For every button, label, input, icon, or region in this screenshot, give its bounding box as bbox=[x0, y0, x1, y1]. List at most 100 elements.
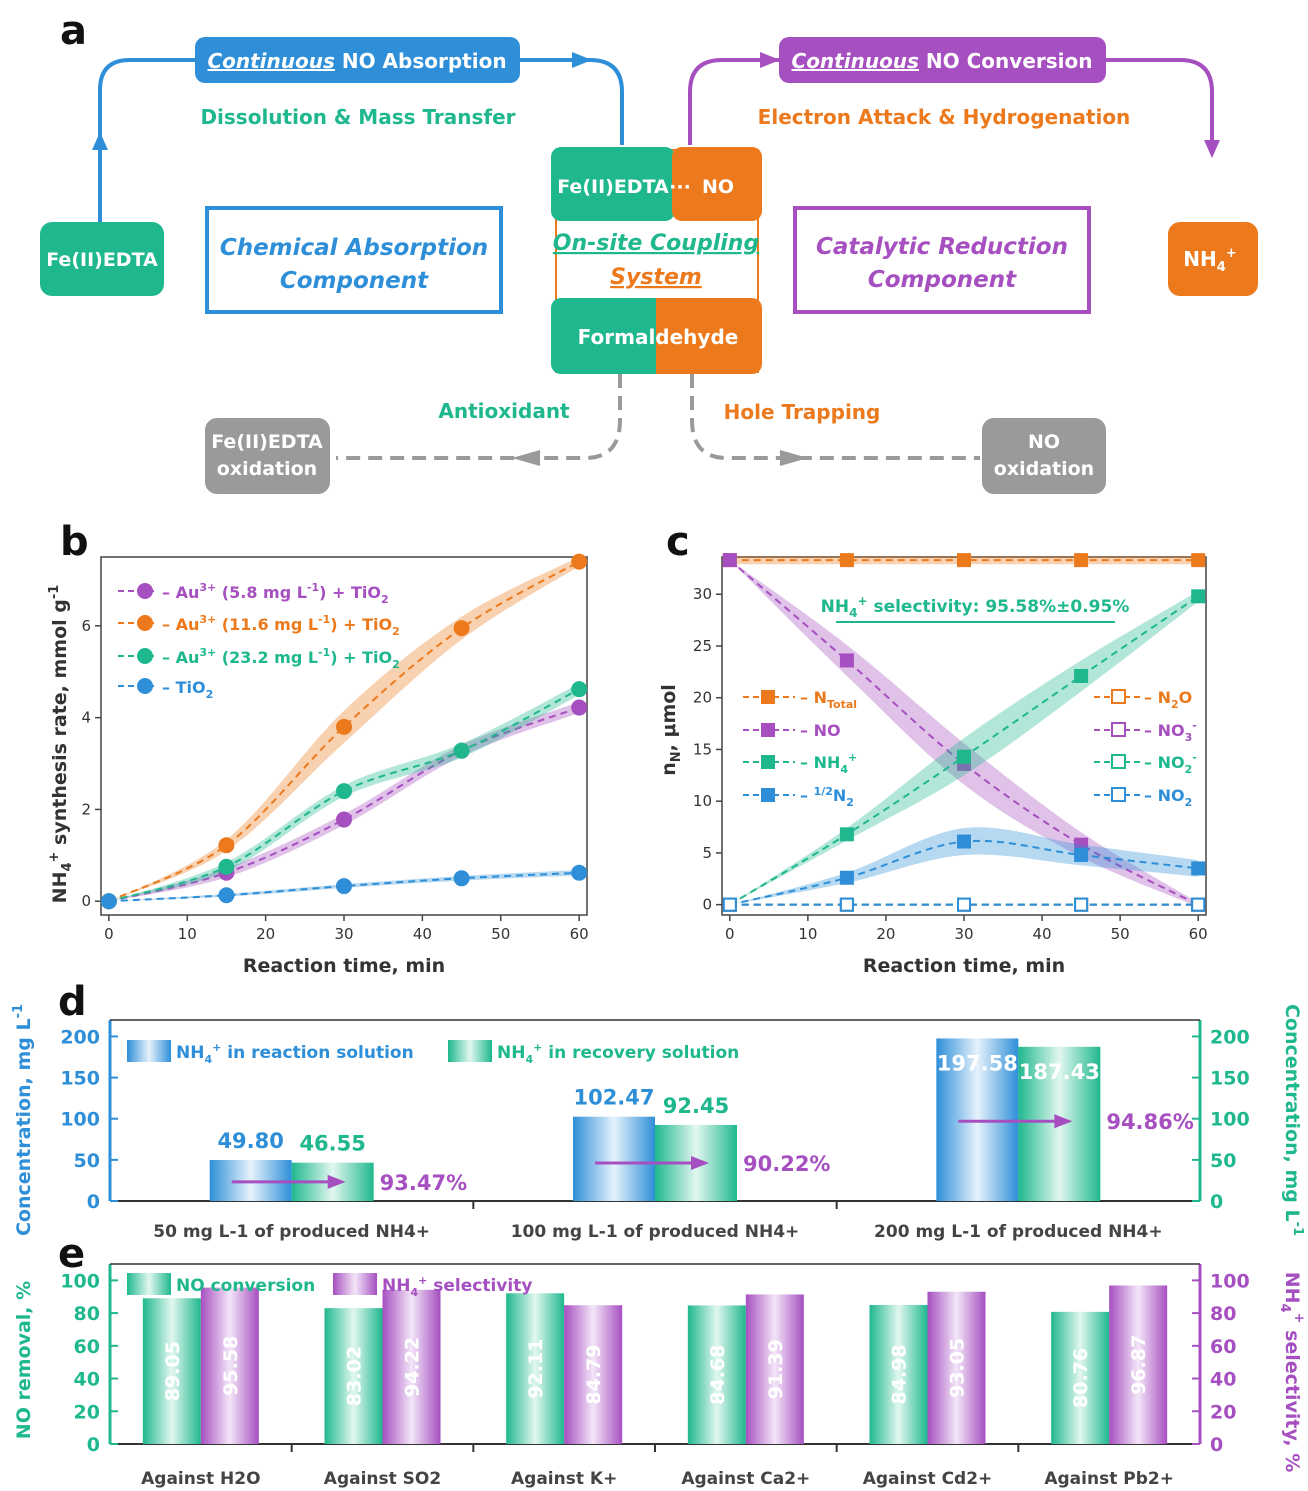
chart-d-ylabel-left: Concentration, mg L-1 bbox=[11, 1004, 35, 1236]
y-tick-label-left: 60 bbox=[74, 1336, 100, 1358]
x-tick-label: 0 bbox=[104, 925, 114, 943]
legend-d-swatch-recovery bbox=[448, 1040, 492, 1062]
y-tick-label-right: 0 bbox=[1210, 1434, 1223, 1456]
panel-d: d 0 0 50 50 100 100 150 150 200 200 49.80 46.55 50 m… bbox=[11, 979, 1305, 1242]
data-point bbox=[1074, 847, 1089, 862]
chemical-absorption-box bbox=[205, 206, 503, 314]
antioxidant-label: Antioxidant bbox=[438, 399, 570, 423]
svg-text:– NTotal: – NTotal bbox=[800, 688, 857, 711]
category-label: Against Ca2+ bbox=[681, 1469, 810, 1489]
y-tick-label: 0 bbox=[702, 896, 712, 914]
y-tick-label-right: 80 bbox=[1210, 1303, 1236, 1325]
legend-b-label: – Au3+ (23.2 mg L-1) + TiO2 bbox=[162, 646, 400, 671]
x-tick-label: 50 bbox=[491, 925, 510, 943]
data-point bbox=[336, 811, 352, 828]
absorption-arrow bbox=[98, 58, 624, 222]
x-tick-label: 60 bbox=[1189, 925, 1208, 943]
fe-oxidation-line2: oxidation bbox=[217, 458, 317, 480]
error-band bbox=[729, 827, 1199, 905]
series-line bbox=[108, 560, 580, 903]
legend-b-label: – Au3+ (11.6 mg L-1) + TiO2 bbox=[162, 613, 400, 638]
no-oxidation-line2: oxidation bbox=[994, 458, 1094, 480]
data-point bbox=[218, 887, 235, 904]
data-point bbox=[218, 858, 235, 875]
legend-c-item: – NO2 bbox=[1094, 786, 1192, 809]
y-tick-label-right: 150 bbox=[1210, 1068, 1250, 1090]
bar-value-label: 84.68 bbox=[707, 1345, 729, 1405]
legend-b-marker bbox=[137, 583, 153, 599]
svg-text:– NO3-: – NO3- bbox=[1144, 719, 1197, 744]
selectivity-annotation: NH4+ selectivity: 95.58%±0.95% bbox=[821, 594, 1130, 620]
svg-text:– NO2: – NO2 bbox=[1144, 786, 1192, 809]
x-tick-label: 20 bbox=[876, 925, 895, 943]
formaldehyde-left bbox=[551, 298, 661, 374]
legend-b-marker bbox=[137, 678, 153, 694]
legend-c-item: – N2O bbox=[1094, 688, 1192, 711]
x-tick-label: 50 bbox=[1111, 925, 1130, 943]
y-tick-label-left: 20 bbox=[74, 1401, 100, 1423]
conversion-arrowhead-down bbox=[1204, 140, 1220, 158]
y-tick-label-left: 100 bbox=[60, 1270, 100, 1292]
series-line bbox=[108, 871, 580, 903]
x-tick-label: 10 bbox=[798, 925, 817, 943]
svg-text:– NO2-: – NO2- bbox=[1144, 751, 1197, 776]
bar bbox=[687, 1305, 746, 1444]
chart-d-plot: 0 0 50 50 100 100 150 150 200 200 49.80 46.55 50 mg … bbox=[60, 1019, 1250, 1242]
nh4-label: NH4+ bbox=[1183, 246, 1236, 275]
fe-oxidation-line1: Fe(II)EDTA bbox=[211, 431, 323, 453]
x-tick-label: 10 bbox=[178, 925, 197, 943]
category-label: Against K+ bbox=[511, 1469, 617, 1489]
y-tick-label-right: 0 bbox=[1210, 1191, 1223, 1213]
data-point bbox=[571, 553, 588, 570]
data-point bbox=[839, 553, 854, 568]
y-tick-label-right: 200 bbox=[1210, 1026, 1250, 1048]
chart-c-plot: 0 10 20 30 40 50 60 0 5 10 15 20 25 30 bbox=[693, 553, 1208, 943]
recovery-percent: 93.47% bbox=[380, 1171, 467, 1195]
absorption-arrowhead-right bbox=[572, 52, 592, 68]
bar-value-label: 96.87 bbox=[1128, 1335, 1150, 1395]
bar-value-label: 91.39 bbox=[765, 1339, 787, 1399]
bar-value-label: 83.02 bbox=[344, 1346, 366, 1406]
coupling-line2: System bbox=[610, 265, 702, 290]
recovery-percent: 94.86% bbox=[1106, 1110, 1193, 1134]
bar-value-label: 102.47 bbox=[573, 1086, 654, 1110]
bar-value-label: 187.43 bbox=[1019, 1060, 1100, 1084]
bar-value-label: 49.80 bbox=[217, 1129, 283, 1153]
y-tick-label-left: 100 bbox=[60, 1109, 100, 1131]
y-tick-label-right: 50 bbox=[1210, 1150, 1236, 1172]
legend-c-item: – NO2- bbox=[1094, 751, 1197, 776]
category-label: Against Cd2+ bbox=[863, 1469, 993, 1489]
recovery-arrowhead bbox=[1054, 1114, 1073, 1129]
y-tick-label: 6 bbox=[81, 617, 91, 635]
data-point bbox=[1074, 553, 1089, 568]
legend-c-item: – NTotal bbox=[743, 688, 857, 711]
data-point bbox=[1191, 589, 1206, 604]
legend-e-swatch-conversion bbox=[127, 1273, 171, 1295]
bar bbox=[573, 1116, 655, 1201]
y-tick-label-left: 200 bbox=[60, 1026, 100, 1048]
svg-text:– N2O: – N2O bbox=[1144, 688, 1192, 711]
x-tick-label: 40 bbox=[1033, 925, 1052, 943]
formaldehyde-label: Formaldehyde bbox=[578, 325, 739, 349]
absorption-title: Continuous NO Absorption bbox=[207, 49, 506, 73]
chart-b-xlabel: Reaction time, min bbox=[243, 955, 445, 977]
antioxidant-arrowhead bbox=[512, 450, 540, 466]
legend-e-label-selectivity: NH4+ selectivity bbox=[382, 1274, 532, 1299]
conversion-title-box bbox=[779, 37, 1106, 83]
legend-c-item: – 1/2N2 bbox=[743, 785, 854, 809]
chart-b-plot: 0 10 20 30 40 50 60 0 2 4 6 bbox=[81, 553, 589, 943]
error-band bbox=[729, 560, 1199, 907]
bar bbox=[506, 1293, 565, 1444]
chemical-absorption-line1: Chemical Absorption bbox=[220, 235, 488, 261]
data-point bbox=[1074, 897, 1089, 912]
bar-value-label: 46.55 bbox=[299, 1132, 365, 1156]
bar-value-label: 84.98 bbox=[889, 1344, 911, 1404]
category-label: Against SO2 bbox=[324, 1469, 441, 1489]
data-point bbox=[839, 827, 854, 842]
x-tick-label: 30 bbox=[954, 925, 973, 943]
panel-e-label: e bbox=[58, 1231, 85, 1277]
panel-a-label: a bbox=[60, 8, 87, 54]
y-tick-label-right: 40 bbox=[1210, 1369, 1236, 1391]
electron-attack-label: Electron Attack & Hydrogenation bbox=[758, 105, 1131, 129]
bar bbox=[382, 1289, 441, 1444]
